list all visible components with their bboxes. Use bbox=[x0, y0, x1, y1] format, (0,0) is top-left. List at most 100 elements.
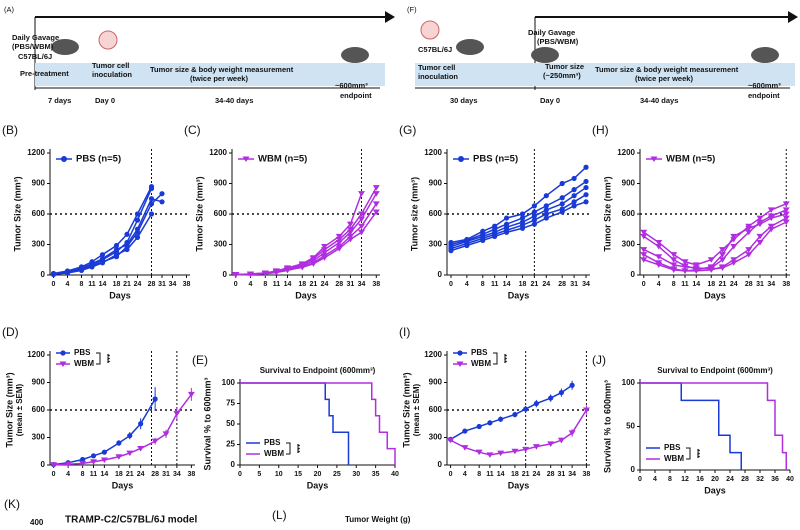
label: 30 days bbox=[450, 96, 478, 105]
y-tick-label: 300 bbox=[622, 240, 636, 249]
x-axis-label: Days bbox=[295, 290, 317, 300]
label: endpoint bbox=[340, 91, 372, 100]
x-axis-label: Days bbox=[112, 480, 134, 490]
mouse-icon bbox=[456, 39, 484, 55]
y-tick-label: 900 bbox=[32, 179, 46, 188]
y-axis-label: (mean ± SEM) bbox=[15, 383, 24, 436]
point bbox=[548, 395, 554, 401]
point bbox=[100, 457, 108, 463]
point bbox=[134, 211, 141, 217]
y-tick-label: 25 bbox=[226, 440, 235, 449]
x-tick-label: 28 bbox=[558, 281, 566, 288]
point bbox=[640, 247, 648, 253]
point bbox=[745, 229, 753, 236]
legend-label: WBM bbox=[264, 449, 284, 458]
legend-label: WBM bbox=[471, 359, 491, 368]
label: 34-40 days bbox=[640, 96, 678, 105]
label: Tumor cell bbox=[418, 63, 455, 72]
x-tick-label: 21 bbox=[126, 471, 134, 478]
significance: *** bbox=[692, 449, 701, 459]
point bbox=[782, 215, 790, 222]
point bbox=[346, 233, 354, 240]
point bbox=[187, 391, 195, 398]
point bbox=[372, 191, 380, 197]
point bbox=[745, 247, 753, 253]
x-tick-label: 24 bbox=[532, 471, 540, 478]
legend-label: PBS bbox=[74, 348, 91, 357]
point bbox=[99, 256, 106, 262]
label: ~600mm³ bbox=[748, 81, 781, 90]
point bbox=[547, 441, 555, 447]
label: Day 0 bbox=[540, 96, 560, 105]
point bbox=[372, 185, 380, 191]
point bbox=[126, 450, 134, 457]
y-tick-label: 1200 bbox=[27, 148, 45, 157]
x-tick-label: 8 bbox=[668, 476, 672, 483]
legend-marker bbox=[457, 350, 463, 356]
arrow-head bbox=[385, 11, 395, 23]
chart: (C) 0 300 600 900 1200 0 4 8 11 14 18 21 24 28 31 34 38 Da… bbox=[184, 123, 380, 300]
point bbox=[640, 229, 648, 236]
point bbox=[681, 264, 689, 270]
label: (twice per week) bbox=[190, 74, 248, 83]
point bbox=[571, 193, 577, 199]
legend-label: PBS bbox=[471, 348, 488, 357]
point bbox=[159, 191, 165, 197]
point bbox=[655, 239, 663, 246]
y-tick-label: 900 bbox=[32, 378, 46, 387]
point bbox=[346, 229, 354, 236]
point bbox=[519, 225, 526, 231]
y-tick-label: 900 bbox=[429, 179, 443, 188]
point bbox=[498, 416, 504, 422]
point bbox=[583, 199, 589, 205]
bracket bbox=[96, 352, 101, 365]
x-tick-label: 0 bbox=[449, 281, 453, 288]
panel-label: (C) bbox=[184, 123, 201, 137]
y-tick-label: 300 bbox=[32, 433, 46, 442]
x-tick-label: 4 bbox=[657, 281, 661, 288]
y-axis-label: Tumor Size (mm³) bbox=[4, 372, 14, 447]
x-tick-label: 5 bbox=[257, 471, 261, 478]
label: Pre-treatment bbox=[20, 69, 69, 78]
x-tick-label: 24 bbox=[134, 281, 142, 288]
label: (twice per week) bbox=[635, 74, 693, 83]
title: TRAMP-C2/C57BL/6J model bbox=[65, 515, 197, 526]
x-tick-label: 38 bbox=[583, 471, 591, 478]
point bbox=[148, 211, 155, 217]
point bbox=[173, 411, 181, 417]
x-tick-label: 10 bbox=[275, 471, 283, 478]
label: 7 days bbox=[48, 96, 71, 105]
point bbox=[692, 268, 700, 274]
point bbox=[543, 207, 549, 213]
x-tick-label: 21 bbox=[123, 281, 131, 288]
point bbox=[756, 239, 764, 246]
timeline-f: (F) C57BL/6J Tumor cell inoculation Dail… bbox=[407, 5, 798, 105]
legend-label: WBM bbox=[74, 359, 94, 368]
point bbox=[448, 248, 454, 254]
y-tick-label: 900 bbox=[429, 378, 443, 387]
x-tick-label: 0 bbox=[52, 281, 56, 288]
point bbox=[767, 215, 775, 222]
point bbox=[358, 216, 365, 223]
point bbox=[719, 252, 726, 258]
y-tick-label: 1200 bbox=[617, 148, 635, 157]
x-tick-label: 11 bbox=[681, 281, 689, 288]
x-tick-label: 11 bbox=[491, 281, 499, 288]
panel-label: (F) bbox=[407, 5, 417, 14]
arrow-head bbox=[788, 11, 798, 23]
y-tick-label: 0 bbox=[41, 270, 46, 279]
point bbox=[707, 266, 715, 272]
point bbox=[569, 382, 575, 388]
tick-label: 400 bbox=[30, 518, 44, 527]
point bbox=[124, 241, 130, 248]
point bbox=[80, 456, 86, 463]
point bbox=[321, 250, 328, 256]
series-line bbox=[53, 193, 163, 276]
point bbox=[670, 267, 678, 273]
panel-label: (A) bbox=[4, 5, 15, 14]
x-tick-label: 38 bbox=[187, 471, 195, 478]
cell-icon bbox=[98, 30, 118, 50]
